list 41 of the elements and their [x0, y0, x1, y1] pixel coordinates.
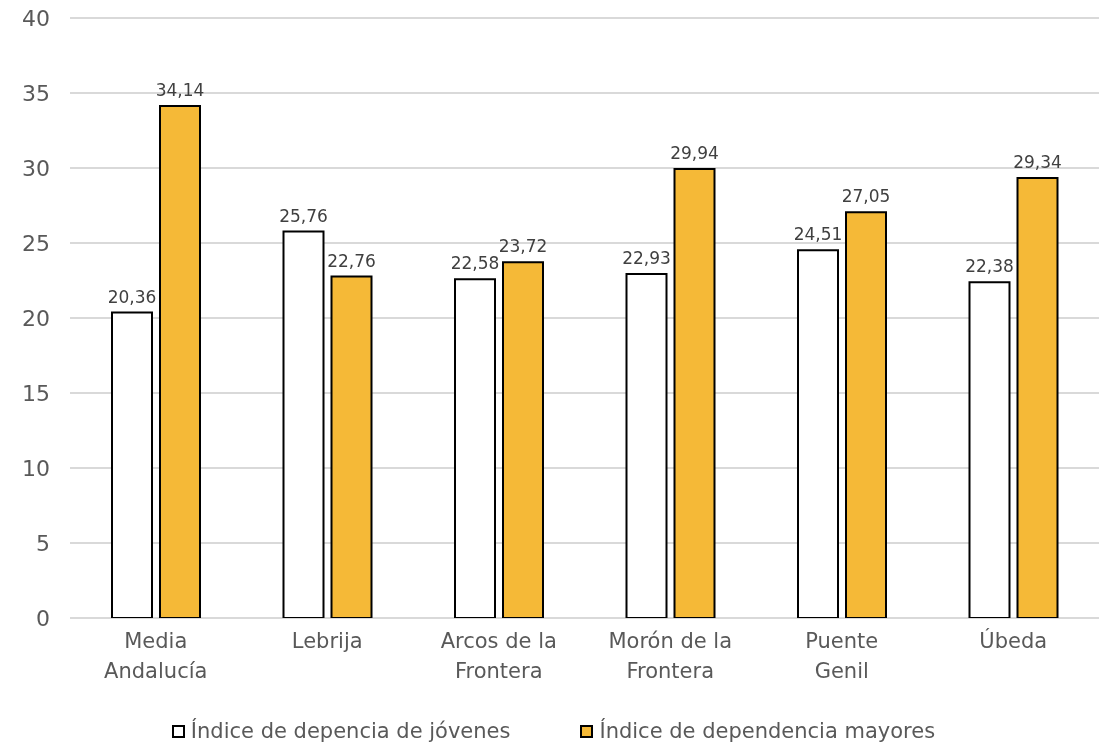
- x-tick-label: Úbeda: [979, 628, 1048, 653]
- y-tick-label: 20: [22, 305, 50, 331]
- bar: [111, 311, 153, 618]
- data-label: 22,76: [327, 250, 376, 271]
- y-tick-label: 5: [36, 530, 50, 556]
- data-label: 22,93: [622, 248, 671, 269]
- x-tick-label: Lebrija: [291, 629, 363, 653]
- bar: [845, 211, 887, 618]
- bar: [502, 261, 544, 618]
- bar: [625, 273, 668, 618]
- x-tick-label: Puente Genil: [805, 629, 879, 683]
- bar: [282, 230, 325, 618]
- bar: [797, 249, 839, 618]
- x-tick-label: Morón de la Frontera: [608, 629, 733, 683]
- bar: [1016, 176, 1059, 618]
- bar: [673, 167, 716, 618]
- y-tick-label: 25: [22, 230, 50, 256]
- x-tick-label: Media Andalucía: [104, 629, 208, 683]
- legend-label: Índice de dependencia mayores: [599, 719, 936, 743]
- data-label: 29,94: [670, 142, 719, 163]
- legend-label: Índice de depencia de jóvenes: [190, 719, 511, 743]
- data-label: 24,51: [793, 224, 843, 245]
- bar: [159, 104, 201, 618]
- y-tick-label: 10: [22, 455, 50, 481]
- y-tick-label: 40: [22, 5, 50, 31]
- bar: [330, 275, 373, 618]
- data-label: 27,05: [841, 186, 891, 207]
- data-label: 25,76: [279, 205, 328, 226]
- y-tick-label: 35: [22, 80, 50, 106]
- data-label: 22,38: [965, 256, 1014, 277]
- y-tick-label: 30: [22, 155, 50, 181]
- y-tick-label: 15: [22, 380, 50, 406]
- y-tick-label: 0: [36, 605, 50, 631]
- data-label: 34,14: [155, 79, 205, 100]
- data-label: 20,36: [107, 286, 157, 307]
- bar: [968, 281, 1011, 618]
- data-label: 23,72: [498, 236, 548, 257]
- bar: [454, 278, 496, 618]
- data-label: 29,34: [1013, 151, 1062, 172]
- data-label: 22,58: [450, 253, 500, 274]
- x-tick-label: Arcos de la Frontera: [440, 629, 557, 683]
